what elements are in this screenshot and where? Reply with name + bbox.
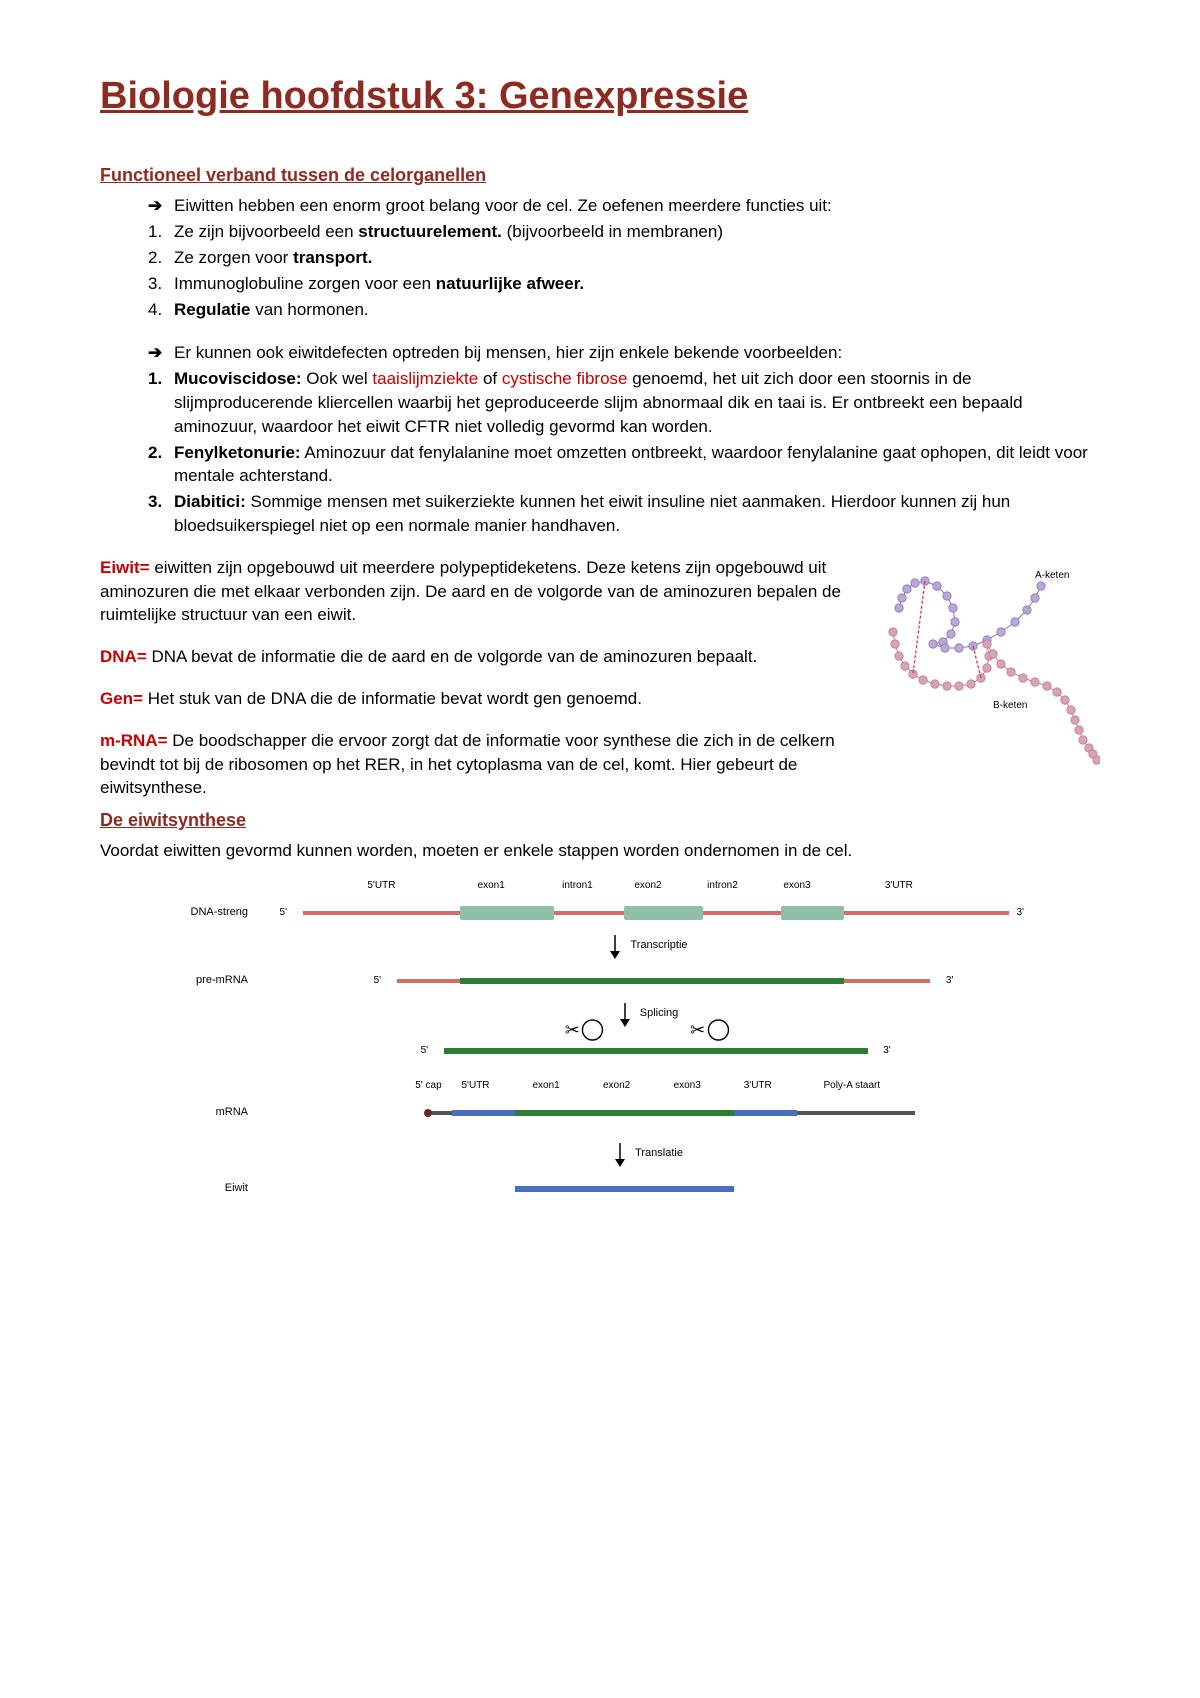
- func-item: 1.Ze zijn bijvoorbeeld een structuurelem…: [148, 220, 1100, 244]
- diagram-label: exon3: [674, 1079, 701, 1093]
- func-item: 2.Ze zorgen voor transport.: [148, 246, 1100, 270]
- scissors-icon: ✂: [565, 1017, 606, 1043]
- diagram-label: exon2: [603, 1079, 630, 1093]
- definitions-block: A-keten B-keten Eiwit= eiwitten zijn opg…: [100, 556, 1100, 800]
- definition-body: De boodschapper die ervoor zorgt dat de …: [100, 731, 835, 798]
- list-number: 1.: [148, 220, 174, 244]
- arrow-icon: ➔: [148, 194, 174, 218]
- synthesis-intro: Voordat eiwitten gevormd kunnen worden, …: [100, 839, 1100, 863]
- list-text: Regulatie van hormonen.: [174, 298, 369, 322]
- diagram-label: exon3: [783, 879, 810, 893]
- chain-b-label: B-keten: [993, 700, 1027, 711]
- synthesis-diagram: 5'UTRexon1intron1exon2intron2exon33'UTR …: [160, 875, 1040, 1207]
- five-prime-label: 5': [374, 974, 381, 988]
- chain-a-label: A-keten: [1035, 570, 1069, 581]
- list-number: 3.: [148, 272, 174, 296]
- func-item: 3.Immunoglobuline zorgen voor een natuur…: [148, 272, 1100, 296]
- step-label-splicing: Splicing: [640, 1006, 679, 1021]
- diagram-label: intron1: [562, 879, 593, 893]
- diagram-label: 3'UTR: [744, 1079, 772, 1093]
- five-prime-label: 5': [280, 906, 287, 920]
- definition-term: Gen=: [100, 689, 143, 708]
- definition-body: Het stuk van de DNA die de informatie be…: [143, 689, 642, 708]
- list-number: 2.: [148, 246, 174, 270]
- diagram-label: exon1: [532, 1079, 559, 1093]
- list-number: 1.: [148, 367, 174, 438]
- defects-intro: Er kunnen ook eiwitdefecten optreden bij…: [174, 341, 842, 365]
- defect-item: 3.Diabitici: Sommige mensen met suikerzi…: [148, 490, 1100, 538]
- diagram-label: intron2: [707, 879, 738, 893]
- section-functional-heading: Functioneel verband tussen de celorganel…: [100, 163, 1100, 188]
- section1-block: ➔ Eiwitten hebben een enorm groot belang…: [100, 194, 1100, 537]
- row-label-eiwit: Eiwit: [160, 1181, 256, 1196]
- defect-item: 2.Fenylketonurie: Aminozuur dat fenylala…: [148, 441, 1100, 489]
- definition-term: DNA=: [100, 647, 147, 666]
- row-label-pre: pre-mRNA: [160, 973, 256, 988]
- three-prime-label: 3': [1016, 906, 1023, 920]
- list-number: 2.: [148, 441, 174, 489]
- step-label-transcriptie: Transcriptie: [630, 938, 687, 953]
- diagram-label: Poly-A staart: [823, 1079, 880, 1093]
- five-cap-dot: [424, 1109, 432, 1117]
- list-text: Ze zijn bijvoorbeeld een structuurelemen…: [174, 220, 723, 244]
- intro-arrow: ➔ Eiwitten hebben een enorm groot belang…: [148, 194, 1100, 218]
- row-label-dna: DNA-streng: [160, 905, 256, 920]
- section-synthesis-heading: De eiwitsynthese: [100, 808, 1100, 833]
- list-number: 4.: [148, 298, 174, 322]
- diagram-label: 5'UTR: [462, 1079, 490, 1093]
- step-label-translatie: Translatie: [635, 1146, 683, 1161]
- row-label-mrna: mRNA: [160, 1105, 256, 1120]
- definition-body: eiwitten zijn opgebouwd uit meerdere pol…: [100, 558, 841, 625]
- func-item: 4.Regulatie van hormonen.: [148, 298, 1100, 322]
- list-text: Mucoviscidose: Ook wel taaislijmziekte o…: [174, 367, 1100, 438]
- list-text: Ze zorgen voor transport.: [174, 246, 372, 270]
- protein-structure-figure: A-keten B-keten: [875, 556, 1100, 766]
- step-splicing: Splicing: [256, 1001, 1040, 1027]
- diagram-label: exon1: [478, 879, 505, 893]
- intro-text: Eiwitten hebben een enorm groot belang v…: [174, 194, 832, 218]
- definition-body: DNA bevat de informatie die de aard en d…: [147, 647, 758, 666]
- three-prime-label: 3': [883, 1044, 890, 1058]
- diagram-label: 5' cap: [415, 1079, 441, 1093]
- list-text: Diabitici: Sommige mensen met suikerziek…: [174, 490, 1100, 538]
- list-text: Immunoglobuline zorgen voor een natuurli…: [174, 272, 584, 296]
- diagram-label: exon2: [634, 879, 661, 893]
- step-transcriptie: Transcriptie: [256, 933, 1040, 959]
- scissors-icon: ✂: [690, 1017, 731, 1043]
- diagram-label: 5'UTR: [367, 879, 395, 893]
- definition-term: Eiwit=: [100, 558, 150, 577]
- list-text: Fenylketonurie: Aminozuur dat fenylalani…: [174, 441, 1100, 489]
- defects-arrow: ➔ Er kunnen ook eiwitdefecten optreden b…: [148, 341, 1100, 365]
- three-prime-label: 3': [946, 974, 953, 988]
- arrow-icon: ➔: [148, 341, 174, 365]
- five-prime-label: 5': [421, 1044, 428, 1058]
- list-number: 3.: [148, 490, 174, 538]
- defect-item: 1.Mucoviscidose: Ook wel taaislijmziekte…: [148, 367, 1100, 438]
- step-translatie: Translatie: [256, 1141, 1040, 1167]
- page-title: Biologie hoofdstuk 3: Genexpressie: [100, 70, 1100, 123]
- definition-term: m-RNA=: [100, 731, 168, 750]
- diagram-label: 3'UTR: [885, 879, 913, 893]
